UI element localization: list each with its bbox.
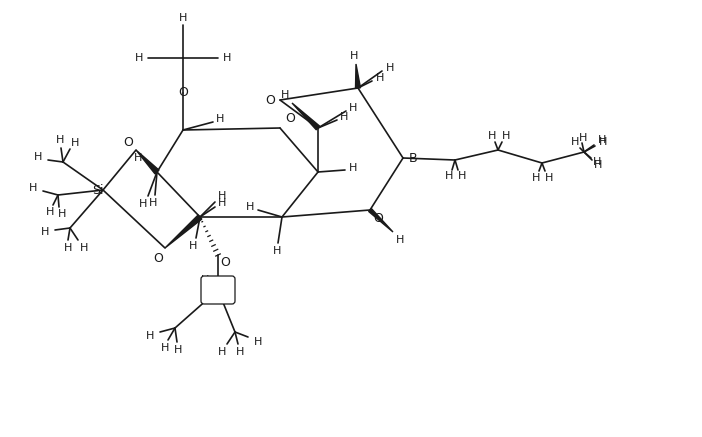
- Text: H: H: [502, 131, 510, 141]
- Text: H: H: [135, 53, 143, 63]
- Text: H: H: [445, 171, 453, 181]
- Text: H: H: [396, 235, 404, 245]
- Text: H: H: [149, 198, 157, 208]
- Text: Si: Si: [212, 284, 224, 296]
- Text: H: H: [376, 73, 384, 83]
- Text: H: H: [488, 131, 496, 141]
- Text: H: H: [349, 103, 357, 113]
- Text: H: H: [189, 241, 197, 251]
- Text: H: H: [179, 13, 187, 23]
- Text: H: H: [349, 163, 357, 173]
- Text: H: H: [594, 160, 602, 170]
- Text: O: O: [178, 87, 188, 100]
- Text: H: H: [598, 135, 607, 145]
- Polygon shape: [369, 208, 393, 232]
- Text: O: O: [123, 135, 133, 149]
- Polygon shape: [165, 215, 201, 248]
- Text: H: H: [592, 157, 601, 167]
- Text: H: H: [571, 137, 579, 147]
- FancyBboxPatch shape: [201, 276, 235, 304]
- Text: H: H: [599, 137, 607, 147]
- Text: H: H: [532, 173, 540, 183]
- Text: H: H: [29, 183, 37, 193]
- Text: H: H: [273, 246, 282, 256]
- Text: H: H: [350, 51, 358, 61]
- Text: H: H: [46, 207, 54, 217]
- Text: H: H: [386, 63, 395, 73]
- Text: O: O: [265, 94, 275, 107]
- Text: H: H: [139, 199, 147, 209]
- Text: H: H: [246, 202, 254, 212]
- Text: H: H: [134, 153, 143, 163]
- Text: H: H: [80, 243, 88, 253]
- Polygon shape: [292, 103, 319, 130]
- Text: O: O: [153, 252, 163, 264]
- Text: Si: Si: [92, 184, 104, 197]
- Text: H: H: [64, 243, 72, 253]
- Text: H: H: [41, 227, 49, 237]
- Text: H: H: [223, 53, 231, 63]
- Text: H: H: [236, 347, 244, 357]
- Text: H: H: [174, 345, 183, 355]
- Text: H: H: [56, 135, 64, 145]
- Text: O: O: [373, 212, 383, 225]
- Text: H: H: [201, 275, 209, 285]
- Text: H: H: [216, 114, 224, 124]
- Text: H: H: [161, 343, 169, 353]
- Text: H: H: [458, 171, 466, 181]
- Text: H: H: [218, 198, 226, 208]
- Text: H: H: [218, 191, 226, 201]
- Text: H: H: [254, 337, 262, 347]
- Text: H: H: [579, 133, 587, 143]
- Text: H: H: [58, 209, 66, 219]
- Text: H: H: [545, 173, 553, 183]
- Text: B: B: [409, 152, 417, 164]
- Text: O: O: [285, 111, 295, 125]
- Text: O: O: [220, 256, 230, 268]
- Text: H: H: [340, 112, 348, 122]
- Text: H: H: [34, 152, 42, 162]
- Text: H: H: [281, 90, 289, 100]
- Polygon shape: [136, 150, 159, 174]
- Text: H: H: [218, 347, 226, 357]
- Text: H: H: [71, 138, 79, 148]
- Polygon shape: [355, 64, 361, 88]
- Text: H: H: [146, 331, 154, 341]
